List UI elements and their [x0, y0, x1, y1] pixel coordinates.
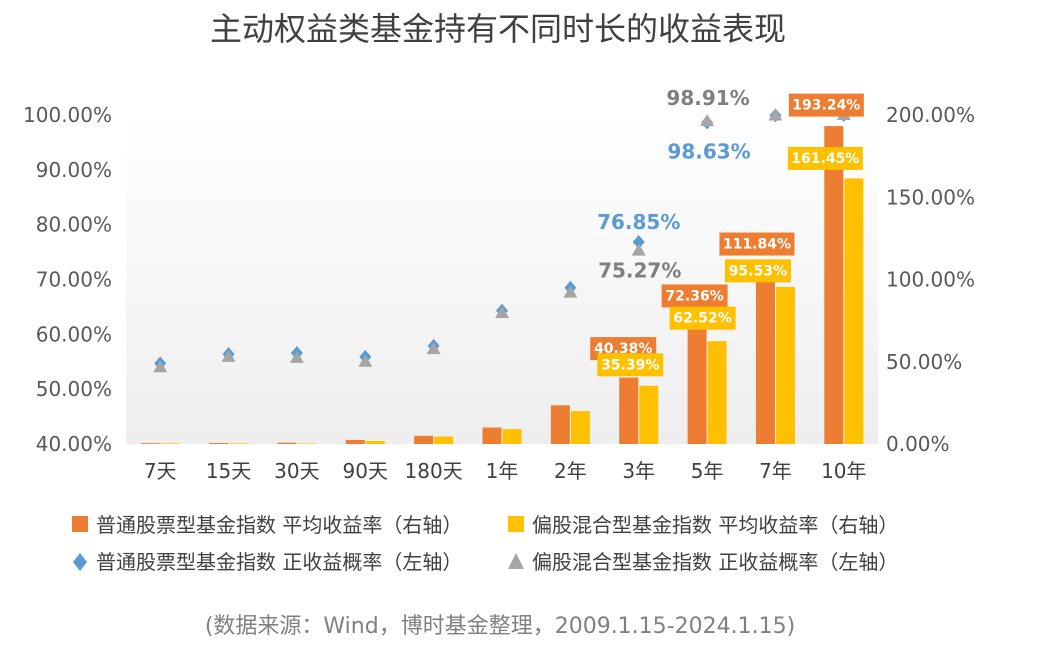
x-axis-tick: 90天: [343, 459, 388, 483]
bar: [160, 443, 180, 444]
bar-value-box: [787, 146, 863, 170]
bar: [229, 443, 249, 444]
bar: [297, 443, 317, 445]
left-axis-tick: 50.00%: [36, 377, 112, 401]
left-axis-tick: 70.00%: [36, 268, 112, 292]
legend-swatch: [73, 553, 87, 571]
bar-value-box: [661, 284, 728, 308]
left-axis-tick: 60.00%: [36, 322, 112, 346]
triangle-point: [153, 360, 168, 373]
bar: [570, 411, 590, 444]
point-value-label: 98.63%: [667, 140, 750, 164]
bar: [550, 405, 570, 444]
left-axis-tick: 100.00%: [23, 103, 112, 127]
legend-label: 偏股混合型基金指数 平均收益率（右轴）: [532, 513, 898, 537]
bar: [414, 435, 434, 444]
bar-value-label: 62.52%: [673, 311, 731, 327]
x-axis-tick: 15天: [206, 459, 251, 483]
bar: [755, 260, 775, 444]
bar: [824, 126, 844, 444]
x-axis-tick: 10年: [821, 459, 866, 483]
bar-value-label: 95.53%: [729, 263, 787, 279]
bar: [365, 441, 385, 444]
point-value-label: 76.85%: [597, 210, 680, 234]
bar-value-label: 72.36%: [665, 288, 723, 304]
bar: [707, 341, 727, 444]
bar-value-box: [719, 232, 795, 256]
x-axis-tick: 7天: [144, 459, 177, 483]
point-value-label: 98.91%: [666, 86, 749, 110]
x-axis-tick: 3年: [622, 459, 655, 483]
x-axis-tick: 1年: [486, 459, 519, 483]
source-note: (数据来源：Wind，博时基金整理，2009.1.15-2024.1.15): [205, 614, 795, 639]
legend-label: 偏股混合型基金指数 正收益概率（左轴）: [532, 550, 898, 574]
bar-value-label: 193.24%: [792, 98, 860, 114]
x-axis-tick: 7年: [759, 459, 792, 483]
triangle-point: [563, 285, 578, 298]
triangle-point: [358, 354, 373, 367]
legend-swatch: [508, 516, 524, 532]
right-axis-tick: 200.00%: [886, 103, 975, 127]
legend-label: 普通股票型基金指数 平均收益率（右轴）: [96, 513, 462, 537]
triangle-point: [289, 350, 304, 363]
right-axis-tick: 150.00%: [886, 185, 975, 209]
left-axis-tick: 40.00%: [36, 432, 112, 456]
bar-value-label: 40.38%: [594, 341, 652, 357]
x-axis-tick: 5年: [691, 459, 724, 483]
triangle-point: [495, 305, 509, 318]
bar-value-label: 35.39%: [601, 357, 659, 373]
right-axis-tick: 100.00%: [886, 268, 975, 292]
bar: [502, 429, 522, 444]
bar-value-label: 161.45%: [791, 151, 859, 167]
legend-swatch: [72, 516, 88, 532]
bar: [482, 427, 502, 444]
x-axis-tick: 2年: [554, 459, 587, 483]
bar: [687, 324, 707, 444]
bar: [775, 286, 795, 444]
legend-swatch: [508, 553, 524, 569]
left-axis-tick: 90.00%: [36, 158, 112, 182]
bar-value-box: [724, 259, 791, 283]
left-axis-tick: 80.00%: [36, 213, 112, 237]
x-axis-tick: 180天: [405, 459, 463, 483]
bar: [434, 436, 454, 444]
legend-label: 普通股票型基金指数 正收益概率（左轴）: [96, 550, 462, 574]
right-axis-tick: 50.00%: [886, 350, 962, 374]
point-value-label: 75.27%: [598, 259, 681, 283]
bar-value-label: 111.84%: [723, 237, 791, 253]
right-axis-tick: 0.00%: [886, 432, 950, 456]
triangle-point: [221, 349, 236, 362]
bar: [140, 443, 160, 444]
bar: [277, 442, 297, 444]
bar-value-box: [669, 306, 736, 330]
triangle-point: [700, 113, 715, 126]
triangle-point: [768, 108, 783, 121]
chart-title: 主动权益类基金持有不同时长的收益表现: [210, 10, 786, 48]
bar-value-box: [597, 353, 664, 377]
bar: [619, 377, 639, 444]
triangle-point: [426, 342, 441, 355]
bar-value-box: [788, 93, 864, 117]
bar: [844, 178, 864, 445]
bar: [209, 443, 229, 444]
x-axis-tick: 30天: [274, 459, 319, 483]
diamond-point: [632, 234, 645, 249]
bar: [639, 385, 659, 444]
bar: [345, 439, 365, 444]
triangle-point: [631, 243, 646, 256]
